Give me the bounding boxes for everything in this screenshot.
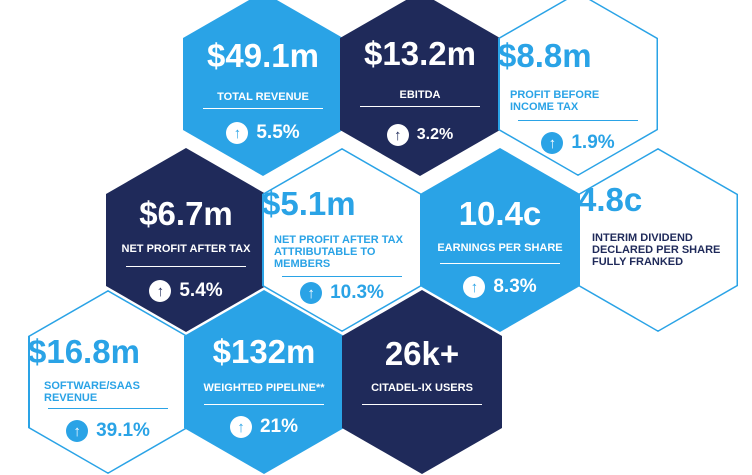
divider — [204, 404, 324, 405]
arrow-up-icon: ↑ — [386, 124, 409, 146]
change-value: 21% — [259, 416, 299, 437]
citadel-users-label: CITADEL-IX USERS — [371, 382, 473, 394]
arrow-up-icon: ↑ — [66, 420, 89, 442]
pipeline-change: ↑ 21% — [184, 416, 344, 438]
arrow-up-icon: ↑ — [149, 280, 172, 302]
hex-total-revenue: $49.1m TOTAL REVENUE ↑ 5.5% — [183, 0, 343, 176]
arrow-up-icon: ↑ — [300, 282, 323, 304]
software-revenue-label: SOFTWARE/SAAS REVENUE — [44, 380, 140, 404]
total-revenue-label: TOTAL REVENUE — [217, 91, 309, 103]
divider — [440, 263, 560, 264]
pipeline-value: $132m — [212, 333, 316, 370]
dividend-label: INTERIM DIVIDEND DECLARED PER SHARE FULL… — [592, 232, 721, 268]
arrow-up-icon: ↑ — [541, 132, 564, 154]
arrow-up-icon: ↑ — [463, 276, 486, 298]
eps-value: 10.4c — [458, 195, 542, 232]
profit-before-tax-label: PROFIT BEFORE INCOME TAX — [510, 89, 600, 113]
hex-profit-before-tax: $8.8m PROFIT BEFORE INCOME TAX ↑ 1.9% — [498, 0, 658, 176]
ebitda-change: ↑ 3.2% — [340, 124, 500, 146]
total-revenue-change: ↑ 5.5% — [183, 122, 343, 144]
divider — [362, 404, 482, 405]
change-value: 10.3% — [330, 282, 384, 303]
net-profit-label: NET PROFIT AFTER TAX — [121, 243, 251, 255]
profit-before-tax-value: $8.8m — [498, 37, 592, 74]
divider — [126, 266, 246, 267]
eps-change: ↑ 8.3% — [420, 276, 580, 298]
arrow-up-icon: ↑ — [226, 122, 249, 144]
change-value: 5.4% — [179, 280, 223, 301]
net-profit-value: $6.7m — [139, 195, 233, 232]
software-revenue-value: $16.8m — [28, 333, 140, 370]
arrow-up-icon: ↑ — [229, 416, 252, 438]
change-value: 1.9% — [571, 132, 615, 153]
ebitda-label: EBITDA — [399, 89, 441, 101]
hex-ebitda: $13.2m EBITDA ↑ 3.2% — [340, 0, 500, 176]
profit-before-tax-change: ↑ 1.9% — [498, 132, 658, 154]
divider — [282, 276, 402, 277]
hex-interim-dividend: 4.8c INTERIM DIVIDEND DECLARED PER SHARE… — [578, 148, 738, 332]
total-revenue-value: $49.1m — [207, 37, 319, 74]
change-value: 39.1% — [96, 420, 150, 441]
divider — [48, 408, 168, 409]
change-value: 5.5% — [256, 122, 300, 143]
divider — [518, 120, 638, 121]
divider — [203, 108, 323, 109]
pipeline-label: WEIGHTED PIPELINE** — [203, 382, 325, 394]
net-profit-members-label: NET PROFIT AFTER TAX ATTRIBUTABLE TO MEM… — [274, 234, 403, 270]
eps-label: EARNINGS PER SHARE — [437, 242, 563, 254]
software-revenue-change: ↑ 39.1% — [28, 420, 188, 442]
change-value: 8.3% — [493, 276, 537, 297]
change-value: 3.2% — [416, 126, 454, 143]
net-profit-members-value: $5.1m — [262, 185, 356, 222]
citadel-users-value: 26k+ — [384, 335, 460, 372]
ebitda-value: $13.2m — [364, 35, 476, 72]
dividend-value: 4.8c — [578, 181, 643, 218]
net-profit-change: ↑ 5.4% — [106, 280, 266, 302]
divider — [360, 106, 480, 107]
net-profit-members-change: ↑ 10.3% — [262, 282, 422, 304]
